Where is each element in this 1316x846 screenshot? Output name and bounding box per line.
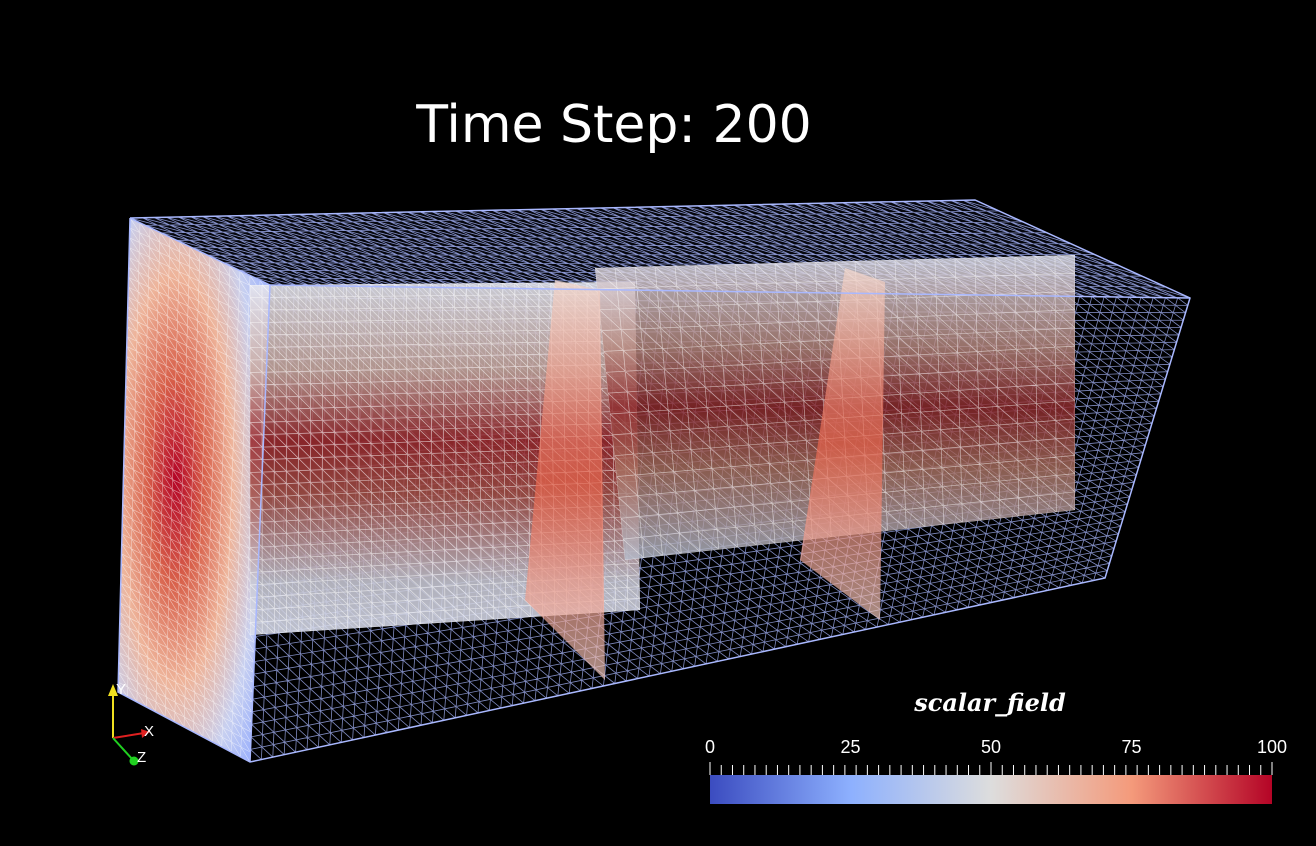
axis-x-arrowhead xyxy=(141,729,150,738)
mesh-outline xyxy=(117,199,1191,763)
mesh-slice-plane-2 xyxy=(800,268,885,620)
axis-y-arrowhead xyxy=(108,684,118,696)
axis-x-label: X xyxy=(144,723,154,740)
mesh-slice-plane-1 xyxy=(525,280,605,680)
axis-z-label: Z xyxy=(137,749,146,766)
orientation-axes: Y X Z xyxy=(108,681,154,766)
axis-z-line xyxy=(112,737,134,761)
scalar-bar-tick-label: 75 xyxy=(1121,737,1141,757)
mesh-outline-edge xyxy=(129,217,271,286)
time-step-label: Time Step: 200 xyxy=(415,95,811,155)
mesh-outline-edge xyxy=(269,284,1191,299)
scalar-bar-tick-label: 25 xyxy=(840,737,860,757)
mesh-outline-edge xyxy=(249,284,271,763)
scalar-bar-tick-label: 0 xyxy=(705,737,715,757)
scalar-bar-tick-label: 50 xyxy=(981,737,1001,757)
scalar-bar-color-ramp xyxy=(710,775,1272,804)
scalar-bar[interactable]: scalar_field 0 25 50 75 100 xyxy=(705,688,1287,804)
axis-x-line xyxy=(112,732,145,739)
scalar-bar-title: scalar_field xyxy=(913,688,1066,717)
axis-y-label: Y xyxy=(116,681,126,698)
mesh-geometry[interactable] xyxy=(117,199,1191,763)
scalar-bar-tick-labels: 0 25 50 75 100 xyxy=(705,737,1287,757)
scalar-bar-ticks xyxy=(709,762,1273,775)
scalar-bar-tick-label: 100 xyxy=(1257,737,1287,757)
axis-z-arrowhead xyxy=(129,756,139,766)
